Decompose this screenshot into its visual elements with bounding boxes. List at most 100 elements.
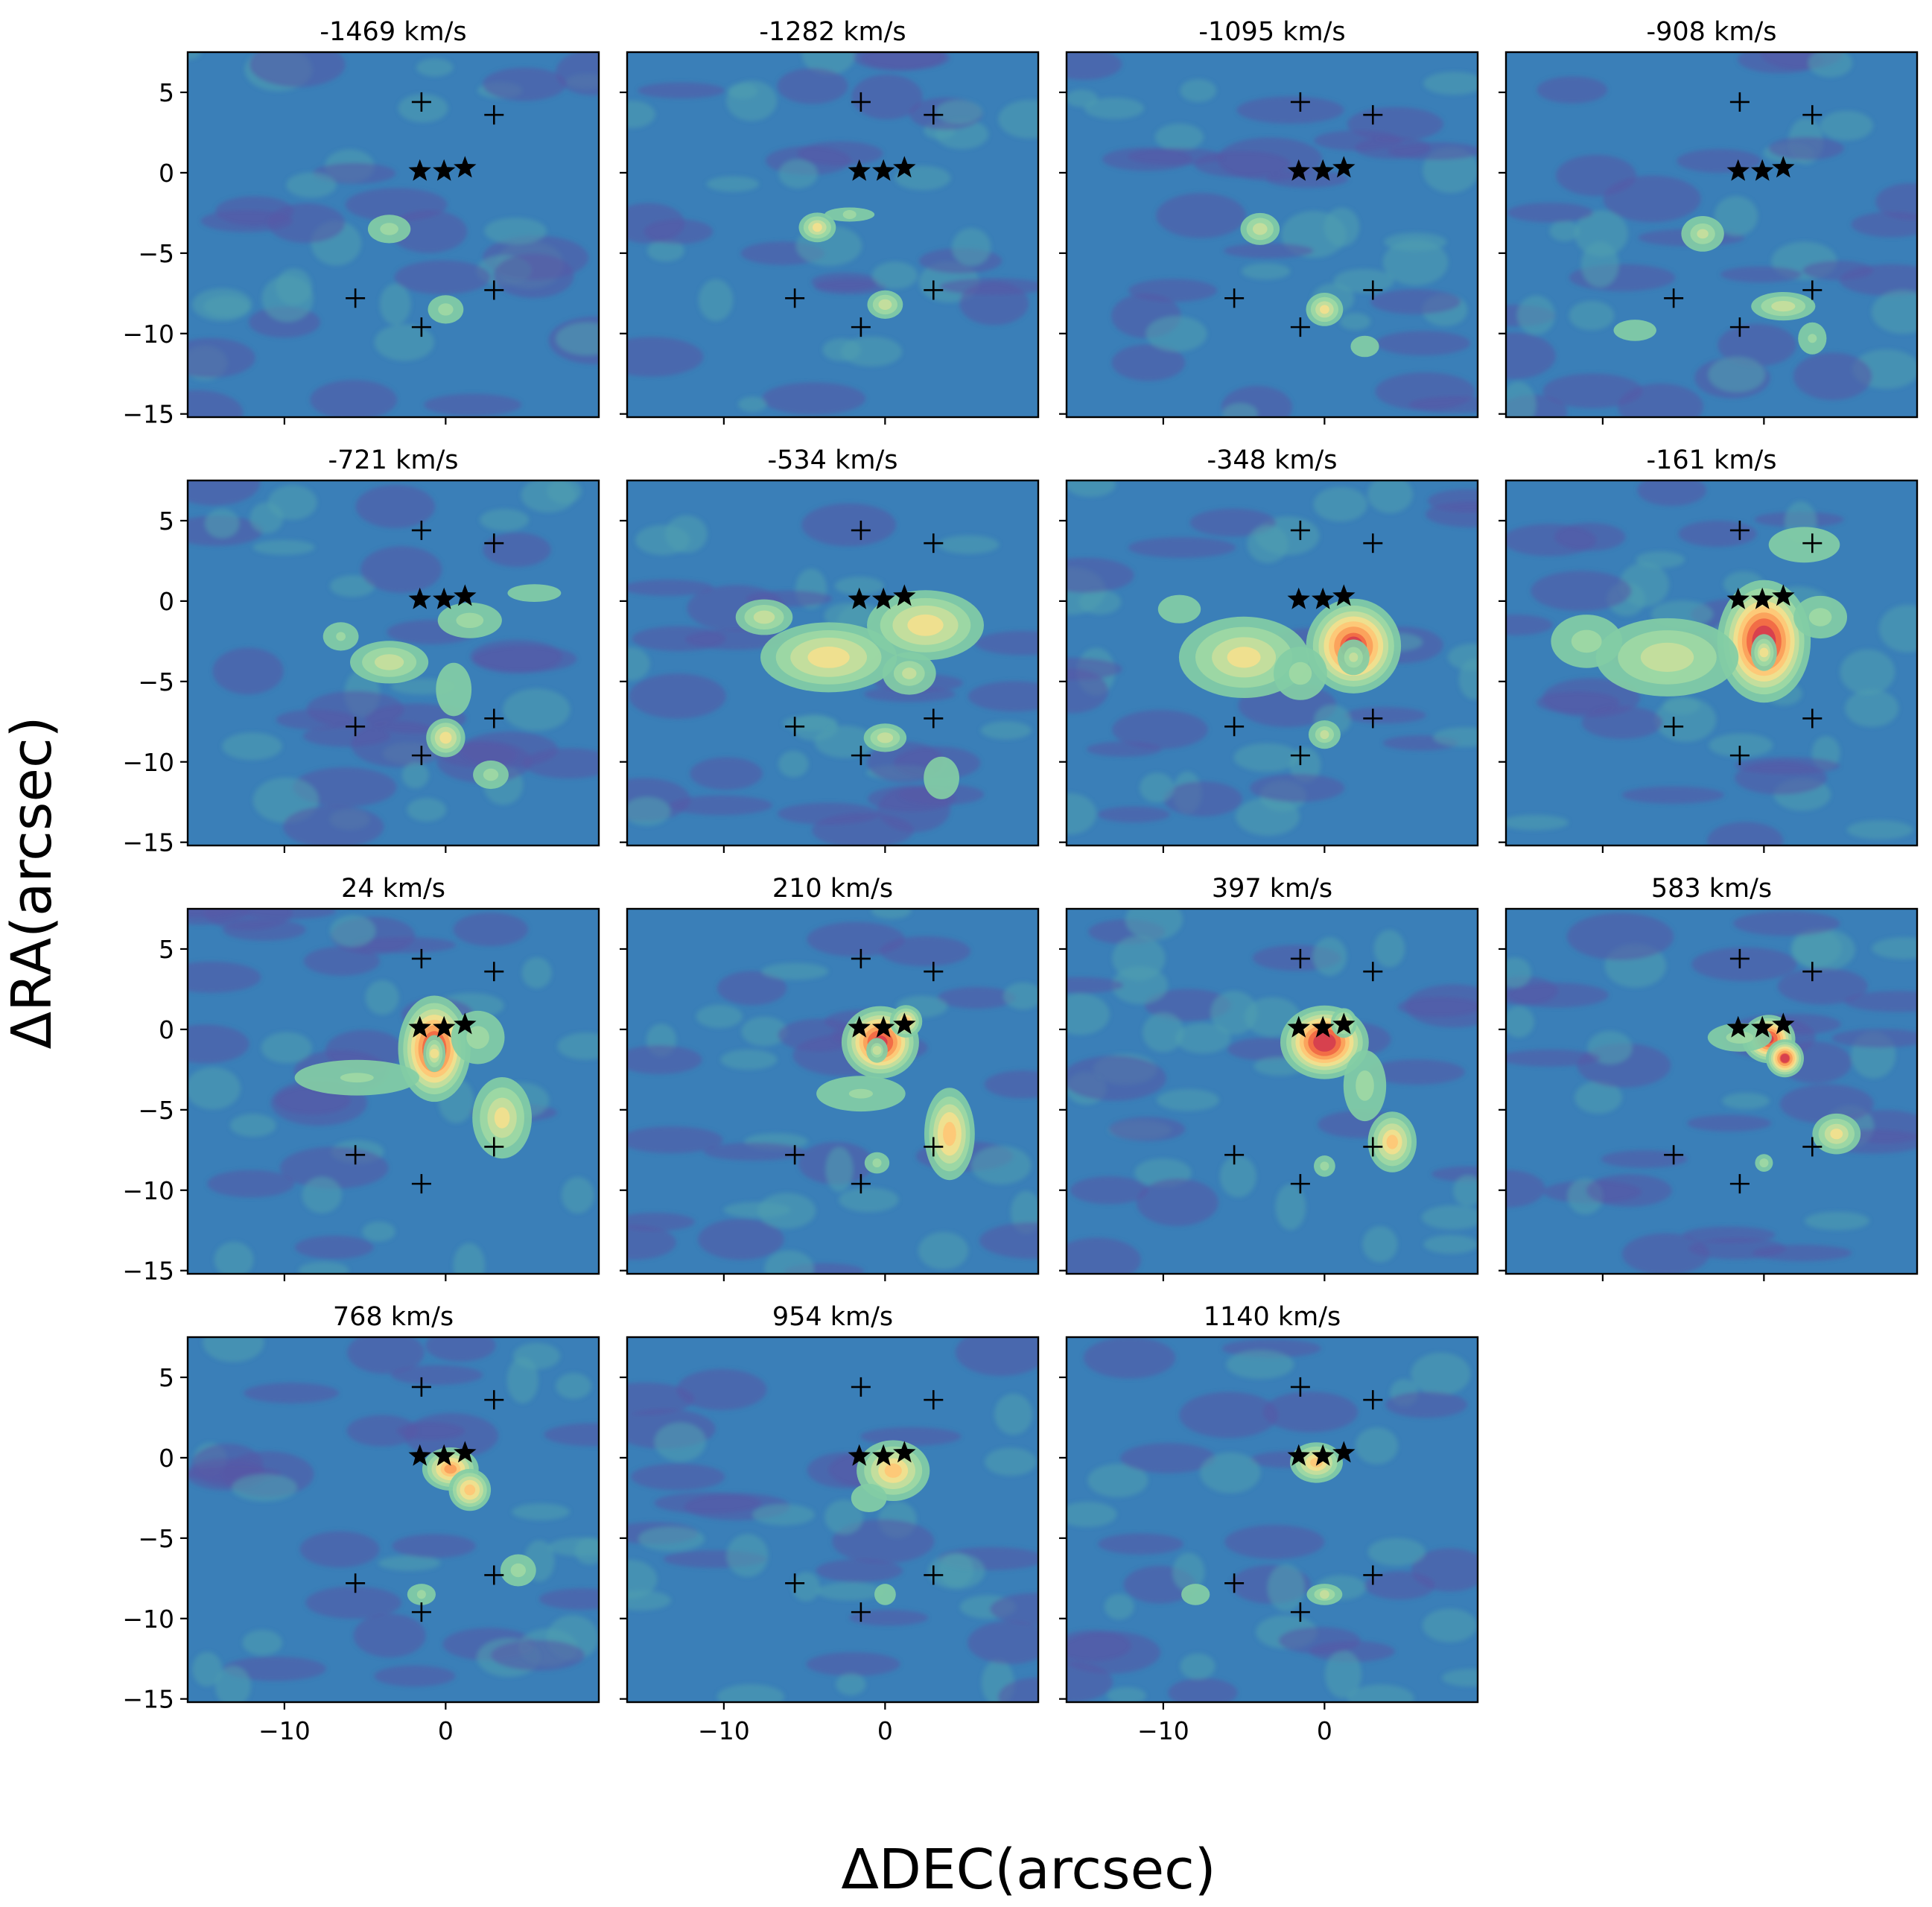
contour-level xyxy=(507,584,562,602)
noise-patch xyxy=(1210,991,1258,1035)
noise-patch xyxy=(1226,1350,1294,1380)
x-tick-label: 0 xyxy=(438,1716,454,1745)
emission-blob xyxy=(1157,594,1201,623)
panel-title: -1282 km/s xyxy=(759,17,906,47)
emission-map xyxy=(188,52,599,417)
cross-marker xyxy=(1729,1174,1750,1194)
noise-patch xyxy=(1376,331,1471,356)
emission-blob xyxy=(1314,1155,1335,1177)
emission-blob xyxy=(428,295,464,324)
noise-patch xyxy=(1125,909,1183,940)
emission-blob xyxy=(1306,1584,1343,1605)
panel-frame xyxy=(1065,907,1479,1275)
noise-patch xyxy=(310,380,398,417)
cross-marker xyxy=(785,717,805,737)
noise-patch xyxy=(676,1369,767,1410)
contour-level xyxy=(466,1026,489,1049)
star-marker xyxy=(1751,587,1774,609)
noise-patch xyxy=(1233,743,1300,772)
y-axis-title: ΔRA(arcsec) xyxy=(0,717,64,1050)
emission-blob xyxy=(867,590,984,661)
noise-patch xyxy=(493,253,574,298)
panel-title: -721 km/s xyxy=(328,445,459,475)
panel-frame xyxy=(186,51,600,419)
noise-patch xyxy=(1250,773,1345,802)
emission-blob xyxy=(1793,595,1848,639)
noise-patch xyxy=(1362,1226,1398,1263)
noise-patch xyxy=(1405,984,1478,1028)
noise-patch xyxy=(627,1559,658,1599)
cross-marker xyxy=(411,520,431,540)
noise-patch xyxy=(807,921,905,957)
emission-blob xyxy=(924,756,959,799)
noise-patch xyxy=(379,283,411,326)
noise-patch xyxy=(214,1242,254,1274)
noise-patch xyxy=(1180,1653,1216,1680)
noise-patch xyxy=(1104,1593,1134,1619)
noise-patch xyxy=(556,1373,591,1400)
noise-patch xyxy=(839,1187,899,1213)
noise-patch xyxy=(1154,123,1204,151)
contour-level xyxy=(1768,527,1840,563)
emission-blob xyxy=(1751,292,1816,321)
cross-marker xyxy=(346,717,366,737)
noise-patch xyxy=(512,1342,561,1370)
cross-marker xyxy=(1290,520,1310,540)
contour-level xyxy=(1320,1161,1329,1171)
cross-marker xyxy=(851,317,871,337)
markers xyxy=(1664,948,1823,1194)
noise-patch xyxy=(872,261,918,289)
noise-patch xyxy=(223,918,306,941)
noise-patches xyxy=(188,480,599,845)
emission-blob xyxy=(924,1088,975,1181)
noise-patch xyxy=(752,1504,815,1526)
noise-patch xyxy=(1506,983,1609,1008)
channel-panel: -1282 km/s xyxy=(620,17,1040,425)
markers xyxy=(785,92,944,337)
cross-marker xyxy=(346,1145,366,1165)
cross-marker xyxy=(851,948,871,968)
emission-blob xyxy=(1595,618,1739,697)
noise-patch xyxy=(716,1684,784,1702)
panel-frame xyxy=(626,479,1040,847)
noise-patch xyxy=(627,580,714,596)
noise-patch xyxy=(1087,1464,1148,1497)
noise-patch xyxy=(188,480,261,506)
noise-patch xyxy=(1087,741,1162,757)
noise-patch xyxy=(1367,1538,1426,1567)
emission-blob xyxy=(1613,320,1656,341)
emission-map xyxy=(1506,480,1917,845)
panel-title: -348 km/s xyxy=(1207,445,1338,475)
noise-patch xyxy=(279,1146,389,1189)
x-tick-label: −10 xyxy=(1137,1716,1189,1745)
emission-blob xyxy=(798,212,836,243)
contour-level xyxy=(753,610,775,624)
emission-map xyxy=(188,480,599,845)
noise-patch xyxy=(851,52,946,72)
noise-patch xyxy=(239,909,337,919)
noise-patch xyxy=(1453,1175,1478,1207)
panel-frame xyxy=(186,907,600,1275)
panel-frame xyxy=(186,1336,600,1704)
noise-patches xyxy=(1506,911,1917,1274)
noise-patch xyxy=(1506,957,1531,988)
star-marker xyxy=(454,1441,477,1463)
noise-patches xyxy=(1506,52,1917,417)
star-marker xyxy=(893,1441,916,1463)
noise-patch xyxy=(1777,968,1868,1005)
panel-title: 954 km/s xyxy=(772,1302,893,1332)
noise-patch xyxy=(1344,707,1426,724)
noise-patch xyxy=(1531,571,1632,612)
star-marker xyxy=(433,1444,456,1466)
noise-patch xyxy=(1411,1352,1471,1395)
noise-patch xyxy=(1574,210,1628,257)
noise-patch xyxy=(212,647,284,695)
noise-patch xyxy=(484,218,547,244)
noise-patch xyxy=(696,1004,743,1028)
noise-patch xyxy=(1278,1627,1361,1654)
cross-marker xyxy=(851,1174,871,1194)
noise-patch xyxy=(286,172,337,198)
cross-marker xyxy=(1224,288,1245,308)
noise-patch xyxy=(347,1337,425,1374)
contour-level xyxy=(1808,334,1817,343)
